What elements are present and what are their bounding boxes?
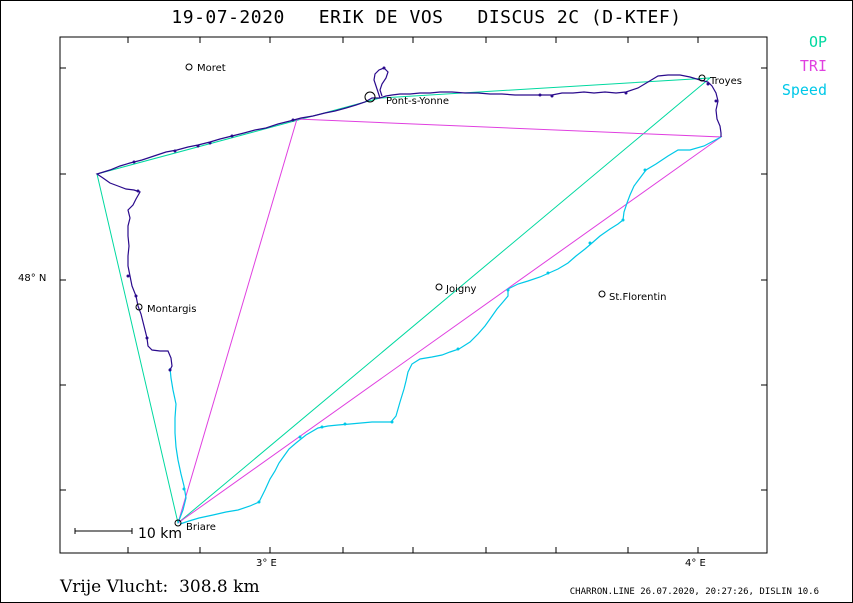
town-marker-joigny (435, 283, 443, 291)
flight-track-east (379, 74, 722, 137)
town-marker-moret (185, 63, 193, 71)
legend-op: OP (808, 33, 827, 51)
town-marker-pont-s-yonne (364, 91, 376, 103)
bottom-axis-ticks (127, 547, 699, 553)
place-label-moret: Moret (197, 63, 226, 74)
lat-label-48n: 48° N (18, 273, 47, 284)
flight-track-loop (373, 67, 389, 99)
town-marker-st-florentin (598, 290, 606, 298)
speed-markers (182, 168, 647, 504)
town-marker-troyes (698, 74, 706, 82)
op-route-line (96, 77, 712, 524)
place-label-briare: Briare (186, 522, 216, 533)
place-label-montargis: Montargis (147, 304, 197, 315)
town-marker-montargis (135, 303, 143, 311)
lon-label-4e: 4° E (685, 558, 706, 569)
scale-bar-label: 10 km (138, 526, 183, 542)
tri-route-line (177, 118, 723, 524)
flight-track (95, 97, 380, 371)
place-label-joigny: Joigny (446, 284, 477, 295)
left-axis-ticks (60, 67, 66, 491)
right-axis-ticks (761, 67, 767, 491)
speed-track (179, 136, 722, 525)
speed-track-return (169, 367, 187, 524)
track-markers (126, 66, 718, 372)
top-axis-ticks (127, 37, 699, 43)
legend-speed: Speed (781, 81, 827, 99)
town-marker-briare (174, 519, 182, 527)
scale-bar (74, 528, 133, 534)
place-label-st-florentin: St.Florentin (609, 292, 667, 303)
legend-tri: TRI (799, 57, 827, 75)
distance-text: Vrije Vlucht: 308.8 km (60, 577, 260, 597)
chart-title: 19-07-2020 ERIK DE VOS DISCUS 2C (D-KTEF… (171, 7, 682, 28)
town-markers (135, 63, 706, 527)
place-label-pont-s-yonne: Pont-s-Yonne (386, 96, 450, 107)
lon-label-3e: 3° E (256, 558, 277, 569)
credit-text: CHARRON.LINE 26.07.2020, 20:27:26, DISLI… (569, 587, 819, 597)
place-label-troyes: Troyes (710, 76, 742, 87)
